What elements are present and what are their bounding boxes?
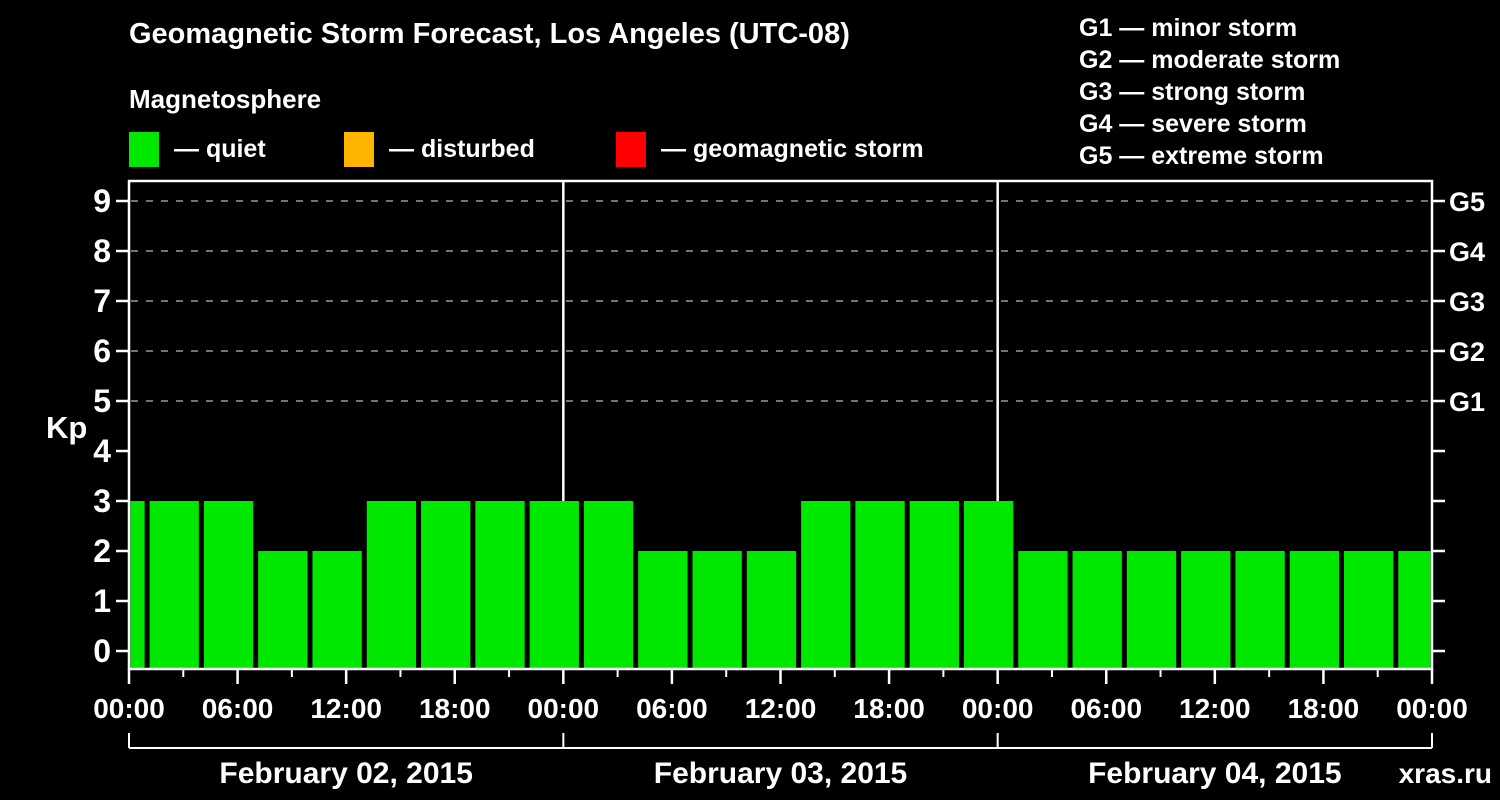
kp-bar xyxy=(1018,551,1068,669)
kp-bar xyxy=(1344,551,1394,669)
watermark: xras.ru xyxy=(1399,758,1492,789)
g-scale-axis-label: G2 xyxy=(1449,337,1485,367)
kp-bar xyxy=(366,501,417,669)
y-tick-label: 7 xyxy=(93,283,111,319)
y-tick-label: 0 xyxy=(93,633,111,669)
x-tick-label: 06:00 xyxy=(636,693,708,724)
y-tick-label: 3 xyxy=(93,483,111,519)
kp-bar xyxy=(801,501,851,669)
kp-bar xyxy=(1181,551,1231,669)
x-tick-label: 12:00 xyxy=(310,693,382,724)
kp-bar xyxy=(312,551,362,669)
date-label: February 04, 2015 xyxy=(1088,757,1342,790)
storm-color-swatch xyxy=(616,132,646,167)
legend-label-disturbed: — disturbed xyxy=(389,135,535,163)
x-tick-label: 00:00 xyxy=(962,693,1034,724)
g-scale-legend-g3: G3 — strong storm xyxy=(1079,78,1306,106)
kp-axis-label: Kp xyxy=(46,410,87,445)
legend-label-storm: — geomagnetic storm xyxy=(661,135,924,163)
kp-bar xyxy=(1235,551,1285,669)
y-tick-label: 9 xyxy=(93,183,111,219)
kp-bar xyxy=(149,501,199,669)
kp-bar xyxy=(258,551,308,669)
y-tick-label: 4 xyxy=(93,433,111,469)
y-tick-label: 8 xyxy=(93,233,111,269)
legend-item-disturbed: — disturbed xyxy=(344,131,535,168)
kp-bar xyxy=(1289,551,1340,669)
g-scale-legend: G1 — minor storm G2 — moderate storm G3 … xyxy=(1079,12,1340,172)
legend-item-quiet: — quiet xyxy=(129,131,266,168)
g-scale-axis-label: G1 xyxy=(1449,387,1485,417)
x-tick-label: 06:00 xyxy=(202,693,274,724)
kp-bar xyxy=(692,551,742,669)
x-tick-label: 06:00 xyxy=(1070,693,1142,724)
kp-bar xyxy=(529,501,579,669)
g-scale-legend-g5: G5 — extreme storm xyxy=(1079,142,1324,170)
x-tick-label: 00:00 xyxy=(528,693,600,724)
kp-bar xyxy=(638,551,688,669)
x-tick-label: 18:00 xyxy=(419,693,491,724)
kp-bar xyxy=(421,501,471,669)
kp-bar xyxy=(963,501,1014,669)
g-scale-axis-label: G3 xyxy=(1449,287,1485,317)
y-tick-label: 6 xyxy=(93,333,111,369)
kp-bar xyxy=(583,501,634,669)
g-scale-legend-g4: G4 — severe storm xyxy=(1079,110,1307,138)
y-tick-label: 1 xyxy=(93,583,111,619)
x-tick-label: 18:00 xyxy=(1288,693,1360,724)
kp-bar xyxy=(1126,551,1177,669)
x-tick-label: 18:00 xyxy=(853,693,925,724)
kp-bar xyxy=(1072,551,1122,669)
date-label: February 03, 2015 xyxy=(654,757,908,790)
quiet-color-swatch xyxy=(129,132,159,167)
kp-bar xyxy=(855,501,905,669)
g-scale-legend-g2: G2 — moderate storm xyxy=(1079,46,1341,74)
g-scale-axis-label: G5 xyxy=(1449,187,1485,217)
x-tick-label: 12:00 xyxy=(745,693,817,724)
x-tick-label: 00:00 xyxy=(1396,693,1468,724)
magnetosphere-heading: Magnetosphere xyxy=(129,84,322,114)
disturbed-color-swatch xyxy=(344,132,374,167)
kp-bar xyxy=(1398,551,1431,669)
page-title: Geomagnetic Storm Forecast, Los Angeles … xyxy=(129,18,850,50)
date-label: February 02, 2015 xyxy=(219,757,473,790)
g-scale-axis-label: G4 xyxy=(1449,237,1485,267)
kp-bar xyxy=(475,501,525,669)
kp-bar xyxy=(203,501,254,669)
y-tick-label: 2 xyxy=(93,533,111,569)
legend-label-quiet: — quiet xyxy=(174,135,266,163)
kp-bar xyxy=(746,551,797,669)
x-tick-label: 12:00 xyxy=(1179,693,1251,724)
y-tick-label: 5 xyxy=(93,383,111,419)
kp-bar xyxy=(130,501,145,669)
g-scale-legend-g1: G1 — minor storm xyxy=(1079,14,1298,42)
x-tick-label: 00:00 xyxy=(93,693,165,724)
kp-bar xyxy=(909,501,959,669)
legend-item-storm: — geomagnetic storm xyxy=(616,131,924,168)
